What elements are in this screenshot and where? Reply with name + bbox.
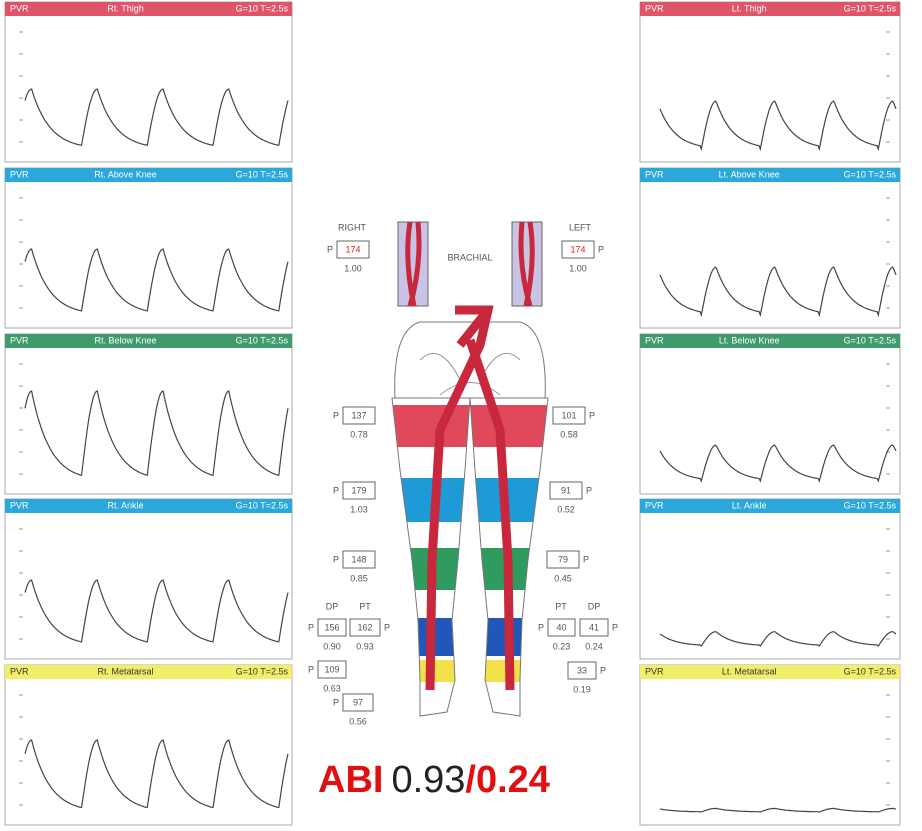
panel-site: Lt. Ankle <box>732 500 767 510</box>
pressure-value: 79 <box>558 554 568 564</box>
pressure-value: 179 <box>351 485 366 495</box>
left-label: LEFT <box>569 222 592 232</box>
panel-settings: G=10 T=2.5s <box>236 500 289 510</box>
abi-label: ABI <box>318 759 383 801</box>
pressure-label: P <box>612 622 618 632</box>
dp-label: DP <box>588 601 601 611</box>
pressure-index: 0.90 <box>323 641 341 651</box>
pressure-label: P <box>384 622 390 632</box>
pressure-label: P <box>586 485 592 495</box>
pressure-index: 1.00 <box>569 263 587 273</box>
pressure-value: 162 <box>357 622 372 632</box>
pressure-label: P <box>583 554 589 564</box>
pressure-label: P <box>327 244 333 254</box>
pressure-value: 174 <box>345 244 360 254</box>
panel-tag: PVR <box>10 500 29 510</box>
body-diagram <box>380 222 560 718</box>
pressure-index: 0.78 <box>350 429 368 439</box>
pressure-value: 33 <box>577 665 587 675</box>
pressure-index: 0.52 <box>557 504 575 514</box>
pressure-label: P <box>538 622 544 632</box>
pressure-value: 40 <box>556 622 566 632</box>
pressure-value: 97 <box>353 697 363 707</box>
abi: ABI0.93/0.24 <box>318 759 550 801</box>
right-label: RIGHT <box>338 222 367 232</box>
panel <box>640 499 900 659</box>
panel-tag: PVR <box>645 169 664 179</box>
abi-left: /0.24 <box>465 759 550 801</box>
pressure-index: 1.03 <box>350 504 368 514</box>
pressure-label: P <box>598 244 604 254</box>
pressure-value: 174 <box>570 244 585 254</box>
pressure-value: 91 <box>561 485 571 495</box>
pressure-value: 109 <box>324 664 339 674</box>
pt-label: PT <box>359 601 371 611</box>
panel-tag: PVR <box>645 666 664 676</box>
panel-site: Lt. Metatarsal <box>722 666 777 676</box>
panel-settings: G=10 T=2.5s <box>844 335 897 345</box>
panel-tag: PVR <box>10 169 29 179</box>
pressure-value: 156 <box>324 622 339 632</box>
pressure-value: 41 <box>589 622 599 632</box>
pressure-index: 0.63 <box>323 683 341 693</box>
panel-settings: G=10 T=2.5s <box>844 500 897 510</box>
pressure-label: P <box>333 485 339 495</box>
panel-tag: PVR <box>645 335 664 345</box>
panel-site: Rt. Metatarsal <box>98 666 154 676</box>
panel <box>640 334 900 494</box>
panel-site: Lt. Thigh <box>732 3 767 13</box>
panel <box>640 2 900 162</box>
pressure-index: 0.24 <box>585 641 603 651</box>
panel-settings: G=10 T=2.5s <box>844 169 897 179</box>
pressure-label: P <box>333 554 339 564</box>
panel-tag: PVR <box>645 500 664 510</box>
abi-right: 0.93 <box>391 759 465 801</box>
panel-settings: G=10 T=2.5s <box>236 335 289 345</box>
panel-tag: PVR <box>10 335 29 345</box>
panel-settings: G=10 T=2.5s <box>844 3 897 13</box>
pressure-index: 0.56 <box>349 716 367 726</box>
pt-label: PT <box>555 601 567 611</box>
pressure-value: 137 <box>351 410 366 420</box>
panel-site: Rt. Below Knee <box>95 335 157 345</box>
brachial-label: BRACHIAL <box>447 252 492 262</box>
panel <box>640 168 900 328</box>
panel-site: Rt. Ankle <box>108 500 144 510</box>
pressure-index: 0.85 <box>350 573 368 583</box>
panel-tag: PVR <box>10 3 29 13</box>
pressure-label: P <box>600 665 606 675</box>
panel-site: Lt. Below Knee <box>719 335 780 345</box>
pressure-label: P <box>589 410 595 420</box>
pressure-index: 0.23 <box>553 641 571 651</box>
panel-settings: G=10 T=2.5s <box>236 666 289 676</box>
panel-settings: G=10 T=2.5s <box>844 666 897 676</box>
pressure-index: 0.93 <box>356 641 374 651</box>
pressure-index: 0.45 <box>554 573 572 583</box>
dp-label: DP <box>326 601 339 611</box>
panel-site: Lt. Above Knee <box>719 169 780 179</box>
panel <box>640 665 900 825</box>
panel-tag: PVR <box>645 3 664 13</box>
panel-site: Rt. Thigh <box>107 3 143 13</box>
pressure-value: 101 <box>561 410 576 420</box>
panel-site: Rt. Above Knee <box>94 169 157 179</box>
pressure-label: P <box>308 622 314 632</box>
panel-settings: G=10 T=2.5s <box>236 3 289 13</box>
pressure-index: 0.58 <box>560 429 578 439</box>
pressure-label: P <box>333 697 339 707</box>
pressure-label: P <box>333 410 339 420</box>
pressure-index: 1.00 <box>344 263 362 273</box>
pressure-index: 0.19 <box>573 684 591 694</box>
pressure-label: P <box>308 664 314 674</box>
pressure-value: 148 <box>351 554 366 564</box>
report: ABI0.93/0.24 PVRRt. ThighG=10 T=2.5sPVRR… <box>0 0 922 826</box>
panel-tag: PVR <box>10 666 29 676</box>
panel-settings: G=10 T=2.5s <box>236 169 289 179</box>
